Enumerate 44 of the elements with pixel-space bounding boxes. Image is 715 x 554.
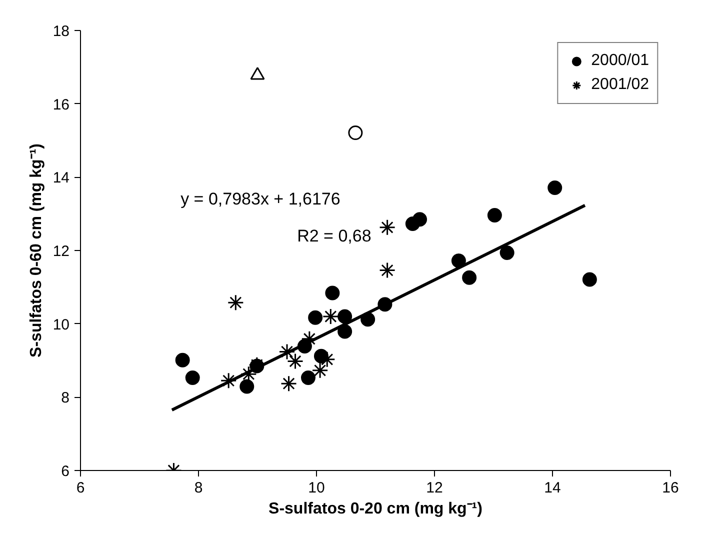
x-tick-label: 10 bbox=[308, 480, 325, 496]
point bbox=[451, 254, 466, 268]
point bbox=[322, 308, 339, 325]
point bbox=[287, 352, 304, 370]
point bbox=[338, 309, 352, 324]
point bbox=[220, 372, 237, 389]
point bbox=[500, 245, 514, 260]
y-tick-label: 8 bbox=[61, 390, 70, 407]
y-axis-title: S-sulfatos 0-60 cm (mg kg⁻¹) bbox=[28, 144, 45, 358]
point bbox=[348, 126, 363, 140]
point bbox=[308, 310, 323, 325]
x-tick-label: 6 bbox=[76, 480, 85, 496]
legend-label: 2001/02 bbox=[591, 76, 649, 94]
x-tick-label: 16 bbox=[662, 480, 679, 496]
point bbox=[300, 370, 316, 385]
point bbox=[548, 180, 562, 196]
point bbox=[175, 352, 190, 368]
x-tick-label: 14 bbox=[544, 480, 561, 496]
x-axis-title: S-sulfatos 0-20 cm (mg kg⁻¹) bbox=[268, 500, 482, 518]
point bbox=[582, 272, 597, 287]
point bbox=[312, 362, 328, 379]
annotation: R2 = 0,68 bbox=[297, 226, 372, 246]
point bbox=[412, 212, 427, 227]
legend-label: 2000/01 bbox=[591, 52, 649, 70]
point bbox=[338, 324, 352, 339]
point bbox=[462, 270, 477, 285]
y-tick-label: 10 bbox=[52, 316, 70, 334]
point bbox=[240, 379, 254, 394]
y-tick-label: 6 bbox=[61, 463, 70, 480]
point bbox=[185, 370, 200, 385]
point bbox=[280, 375, 298, 392]
point bbox=[227, 294, 244, 311]
point bbox=[325, 286, 340, 300]
point bbox=[379, 262, 396, 279]
point bbox=[487, 208, 502, 223]
point bbox=[278, 343, 296, 360]
x-tick-label: 12 bbox=[426, 480, 443, 496]
x-tick-label: 8 bbox=[194, 480, 203, 496]
y-tick-label: 18 bbox=[52, 23, 70, 40]
y-tick-label: 16 bbox=[52, 96, 70, 114]
y-tick-label: 12 bbox=[52, 243, 70, 260]
annotation: y = 0,7983x + 1,6176 bbox=[180, 190, 340, 209]
y-tick-label: 14 bbox=[52, 170, 70, 187]
point bbox=[379, 219, 396, 236]
